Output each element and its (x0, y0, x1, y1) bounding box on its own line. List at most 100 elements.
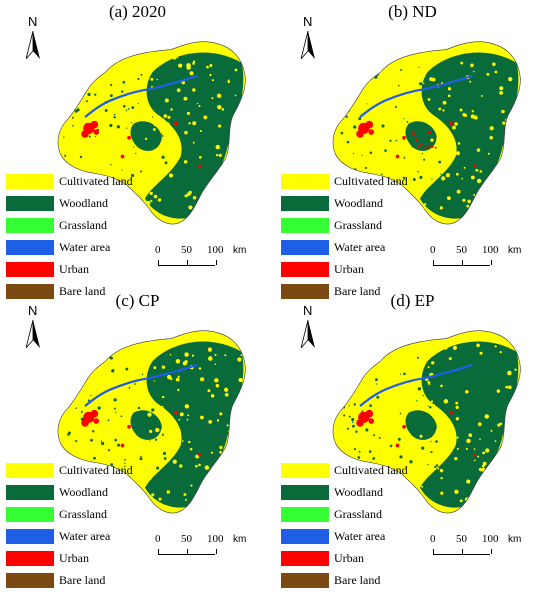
cultivated-speck (227, 80, 231, 84)
woodland-speck (144, 146, 146, 148)
woodland-speck (154, 105, 156, 107)
cultivated-speck (222, 499, 225, 502)
map-panel: (c) CP N Cultivated land Woodland Grassland W… (0, 289, 275, 588)
urban-region (402, 424, 406, 429)
woodland-speck (86, 100, 89, 103)
cultivated-speck (447, 94, 451, 98)
woodland-speck (432, 393, 435, 395)
cultivated-speck (167, 115, 171, 119)
woodland-speck (429, 406, 432, 409)
woodland-speck (109, 356, 113, 360)
cultivated-speck (214, 353, 217, 356)
legend-swatch (6, 262, 54, 277)
woodland-speck (141, 373, 144, 376)
woodland-speck (68, 431, 71, 435)
cultivated-speck (150, 63, 153, 66)
woodland-speck (122, 80, 126, 84)
woodland-speck (411, 146, 413, 148)
cultivated-speck (234, 94, 237, 97)
urban-region (127, 135, 131, 140)
map-boundary (332, 41, 521, 225)
woodland-speck (400, 69, 403, 71)
urban-region (420, 143, 423, 147)
woodland-speck (127, 108, 130, 110)
cultivated-speck (165, 114, 167, 117)
cultivated-speck (188, 205, 193, 210)
woodland-speck (130, 121, 133, 124)
cultivated-speck (476, 148, 481, 152)
woodland-speck (128, 386, 131, 389)
woodland-speck (355, 430, 358, 433)
cultivated-speck (505, 385, 509, 389)
woodland-speck (92, 430, 95, 433)
urban-region (174, 410, 178, 415)
cultivated-speck (440, 125, 444, 129)
cultivated-speck (515, 164, 520, 169)
cultivated-speck (455, 417, 459, 421)
woodland-speck (406, 120, 409, 123)
woodland-speck (374, 75, 378, 79)
legend-swatch (281, 218, 329, 233)
woodland-speck (133, 146, 135, 148)
cultivated-speck (210, 394, 215, 398)
cultivated-speck (184, 194, 188, 198)
woodland-speck (121, 169, 123, 171)
cultivated-speck (239, 179, 243, 183)
urban-region (368, 129, 375, 135)
woodland-speck (416, 400, 418, 402)
cultivated-speck (216, 93, 222, 99)
cultivated-speck (196, 102, 199, 105)
cultivated-speck (178, 429, 181, 432)
legend-swatch (281, 262, 329, 277)
woodland-speck (423, 132, 426, 134)
cultivated-speck (494, 70, 498, 74)
woodland-speck (410, 142, 414, 146)
cultivated-speck (142, 172, 146, 176)
cultivated-speck (447, 442, 453, 448)
cultivated-speck (206, 65, 209, 69)
cultivated-speck (142, 109, 146, 113)
scale-tick (462, 549, 463, 554)
cultivated-speck (478, 208, 482, 211)
cultivated-speck (175, 341, 180, 346)
woodland-speck (140, 170, 143, 173)
urban-region (90, 120, 99, 129)
cultivated-speck (152, 128, 156, 131)
cultivated-speck (207, 389, 211, 393)
cultivated-speck (502, 121, 506, 125)
woodland-speck (365, 428, 369, 432)
scale-bar: 0 50 100 km (427, 533, 543, 563)
woodland-speck (80, 410, 83, 414)
woodland-speck (125, 367, 129, 371)
woodland-speck (96, 365, 99, 367)
cultivated-speck (166, 122, 170, 126)
cultivated-speck (477, 422, 482, 427)
cultivated-speck (484, 182, 488, 186)
cultivated-speck (240, 354, 243, 357)
cultivated-speck (470, 175, 475, 180)
cultivated-speck (200, 415, 204, 420)
cultivated-speck (431, 340, 436, 345)
cultivated-speck (169, 377, 173, 381)
woodland-speck (78, 362, 80, 364)
scale-line (433, 554, 490, 555)
urban-region (365, 409, 374, 418)
cultivated-speck (430, 400, 434, 403)
cultivated-speck (218, 124, 222, 128)
cultivated-speck (209, 73, 212, 77)
scale-tick-label: 0 (430, 533, 436, 545)
woodland-speck (440, 173, 442, 176)
woodland-speck (76, 108, 80, 112)
urban-region (402, 135, 406, 140)
cultivated-speck (503, 199, 508, 204)
cultivated-speck (504, 145, 507, 148)
cultivated-speck (158, 497, 162, 501)
legend-swatch (6, 174, 54, 189)
cultivated-speck (454, 122, 458, 126)
legend-label: Water area (334, 240, 386, 254)
cultivated-speck (210, 190, 213, 193)
cultivated-speck (178, 63, 183, 68)
north-arrow-icon (301, 31, 315, 60)
cultivated-speck (199, 155, 202, 159)
woodland-speck (64, 154, 67, 157)
